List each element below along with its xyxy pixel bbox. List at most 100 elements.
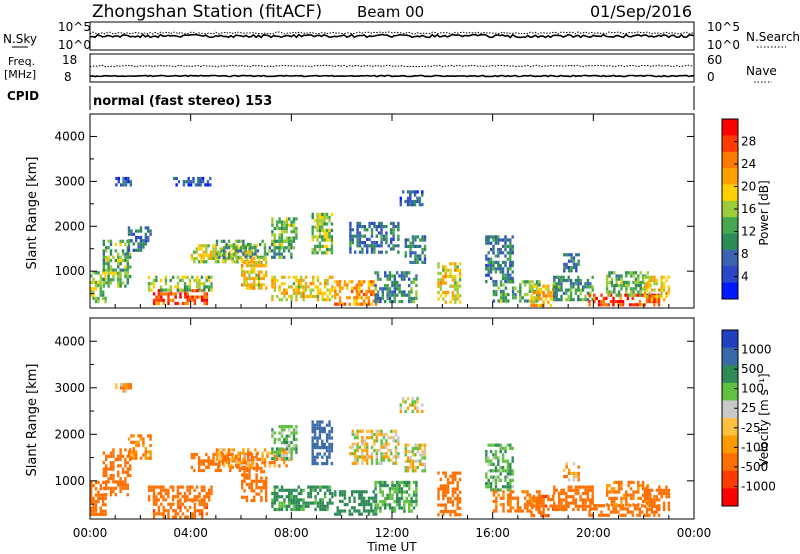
echo-cell xyxy=(205,459,208,463)
echo-cell xyxy=(409,403,412,407)
echo-cell xyxy=(167,515,170,519)
echo-cell xyxy=(309,291,312,295)
echo-cell xyxy=(400,271,404,275)
echo-cell xyxy=(254,252,257,256)
echo-cell xyxy=(283,288,286,292)
echo-cell xyxy=(392,221,395,225)
echo-cell xyxy=(318,248,322,252)
echo-cell xyxy=(92,512,95,516)
echo-cell xyxy=(139,437,143,441)
echo-cell xyxy=(265,270,268,274)
echo-cell xyxy=(223,448,226,452)
echo-cell xyxy=(657,303,661,307)
echo-cell xyxy=(341,493,344,497)
echo-cell xyxy=(560,294,563,299)
echo-cell xyxy=(316,278,320,283)
echo-cell xyxy=(374,480,377,484)
echo-cell xyxy=(316,212,319,216)
echo-cell xyxy=(632,287,635,291)
echo-cell xyxy=(354,461,357,465)
echo-cell xyxy=(183,495,187,499)
echo-cell xyxy=(384,300,387,304)
echo-cell xyxy=(150,485,153,489)
echo-cell xyxy=(300,275,303,279)
echo-cell xyxy=(641,274,645,278)
echo-cell xyxy=(198,491,201,496)
echo-cell xyxy=(634,284,638,288)
echo-cell xyxy=(549,504,552,508)
echo-cell xyxy=(119,483,122,487)
echo-cell xyxy=(655,294,659,299)
echo-cell xyxy=(497,462,500,466)
echo-cell xyxy=(109,239,113,243)
echo-cell xyxy=(273,491,276,496)
echo-cell xyxy=(119,255,122,259)
echo-cell xyxy=(404,443,407,447)
echo-cell xyxy=(569,278,573,283)
echo-cell xyxy=(360,490,363,494)
echo-cell xyxy=(278,285,281,289)
echo-cell xyxy=(243,476,246,480)
echo-cell xyxy=(271,447,274,451)
echo-cell xyxy=(370,241,374,245)
echo-cell xyxy=(285,507,288,512)
echo-cell xyxy=(637,490,640,494)
echo-cell xyxy=(487,478,490,482)
colorbar-swatch xyxy=(722,217,738,235)
echo-cell xyxy=(416,450,419,454)
echo-cell xyxy=(157,498,160,502)
echo-cell xyxy=(167,509,170,513)
echo-cell xyxy=(378,231,381,235)
echo-cell xyxy=(248,486,251,490)
echo-cell xyxy=(171,485,175,489)
echo-cell xyxy=(157,292,161,296)
echo-cell xyxy=(528,496,532,500)
echo-cell xyxy=(218,252,221,256)
echo-cell xyxy=(341,302,344,306)
echo-cell xyxy=(358,490,361,494)
echo-cell xyxy=(245,250,249,254)
echo-cell xyxy=(499,248,502,252)
echo-cell xyxy=(380,231,383,235)
echo-cell xyxy=(147,282,151,286)
echo-cell xyxy=(323,216,326,220)
echo-cell xyxy=(157,301,161,306)
echo-cell xyxy=(384,496,387,500)
echo-cell xyxy=(485,257,488,261)
echo-cell xyxy=(119,242,122,247)
echo-cell xyxy=(356,228,359,232)
echo-cell xyxy=(328,430,331,434)
echo-cell xyxy=(572,259,576,263)
echo-cell xyxy=(593,293,596,297)
echo-cell xyxy=(553,282,556,286)
echo-cell xyxy=(544,284,548,288)
echo-cell xyxy=(442,291,445,295)
echo-cell xyxy=(528,283,532,287)
echo-cell xyxy=(159,285,163,289)
echo-cell xyxy=(537,498,540,502)
echo-cell xyxy=(316,228,319,232)
echo-cell xyxy=(497,248,500,252)
echo-cell xyxy=(506,459,510,463)
echo-cell xyxy=(280,239,284,243)
echo-cell xyxy=(537,294,540,298)
echo-cell xyxy=(243,470,246,474)
echo-cell xyxy=(105,464,108,468)
echo-cell xyxy=(288,457,291,461)
echo-cell xyxy=(316,420,319,424)
echo-cell xyxy=(414,244,417,248)
echo-cell xyxy=(509,443,512,447)
echo-cell xyxy=(487,260,490,264)
echo-cell xyxy=(169,285,172,289)
echo-cell xyxy=(537,303,540,307)
echo-cell xyxy=(336,509,339,513)
echo-cell xyxy=(271,285,274,289)
echo-cell xyxy=(660,495,663,499)
echo-cell xyxy=(295,488,298,492)
echo-cell xyxy=(334,289,337,293)
echo-cell xyxy=(229,452,232,457)
echo-cell xyxy=(586,498,590,502)
echo-cell xyxy=(376,503,380,507)
echo-cell xyxy=(276,246,279,250)
echo-cell xyxy=(397,221,400,225)
